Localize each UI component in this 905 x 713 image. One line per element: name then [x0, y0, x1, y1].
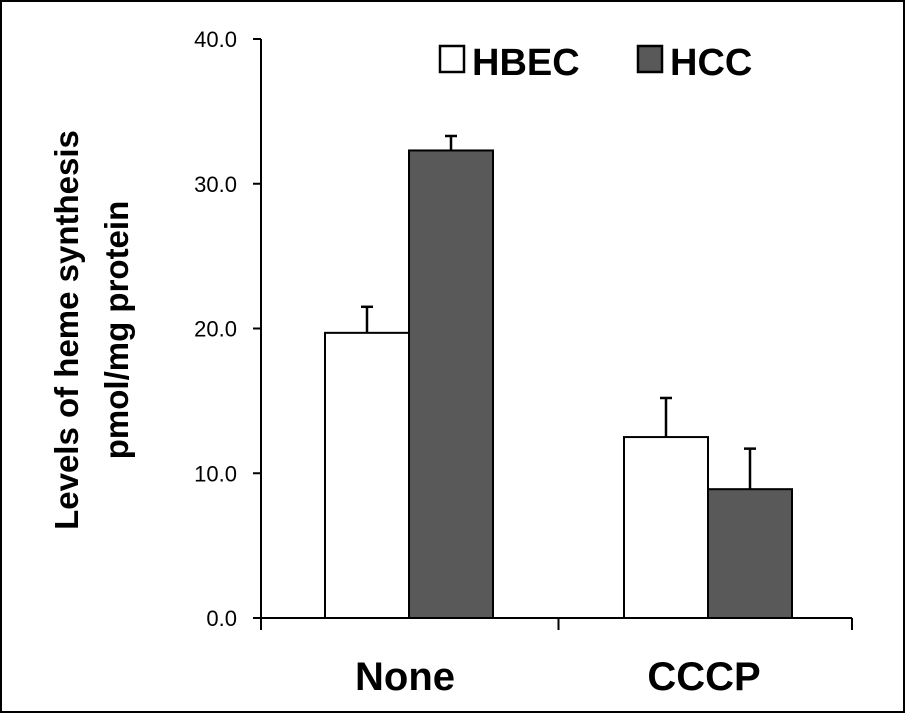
- category-labels-group: None CCCP: [355, 655, 761, 699]
- y-tick-labels-group: 0.0 10.0 20.0 30.0 40.0: [194, 27, 237, 631]
- legend-label-hbec: HBEC: [472, 42, 580, 84]
- error-bars-group: [361, 134, 756, 490]
- bar-hcc-cccp: [707, 488, 793, 619]
- legend: HBEC HCC: [438, 42, 752, 84]
- y-tick-label: 0.0: [206, 606, 237, 631]
- y-axis-title-line-2: pmol/mg protein: [98, 201, 135, 460]
- y-tick-label: 30.0: [194, 172, 237, 197]
- y-axis-title: Levels of heme synthesis pmol/mg protein: [48, 130, 135, 530]
- y-axis-title-line-1: Levels of heme synthesis: [48, 130, 85, 530]
- category-label-none: None: [355, 655, 455, 699]
- axes-group: [253, 38, 853, 630]
- y-tick-label: 40.0: [194, 27, 237, 52]
- category-label-cccp: CCCP: [647, 655, 760, 699]
- y-tick-label: 20.0: [194, 317, 237, 342]
- y-tick-label: 10.0: [194, 461, 237, 486]
- legend-swatch-hbec: [438, 44, 466, 74]
- bar-hbec-none: [324, 331, 410, 619]
- bar-hbec-cccp: [623, 436, 709, 619]
- legend-swatch-hcc: [636, 44, 664, 74]
- bar-hcc-none: [408, 149, 494, 620]
- legend-label-hcc: HCC: [670, 42, 752, 84]
